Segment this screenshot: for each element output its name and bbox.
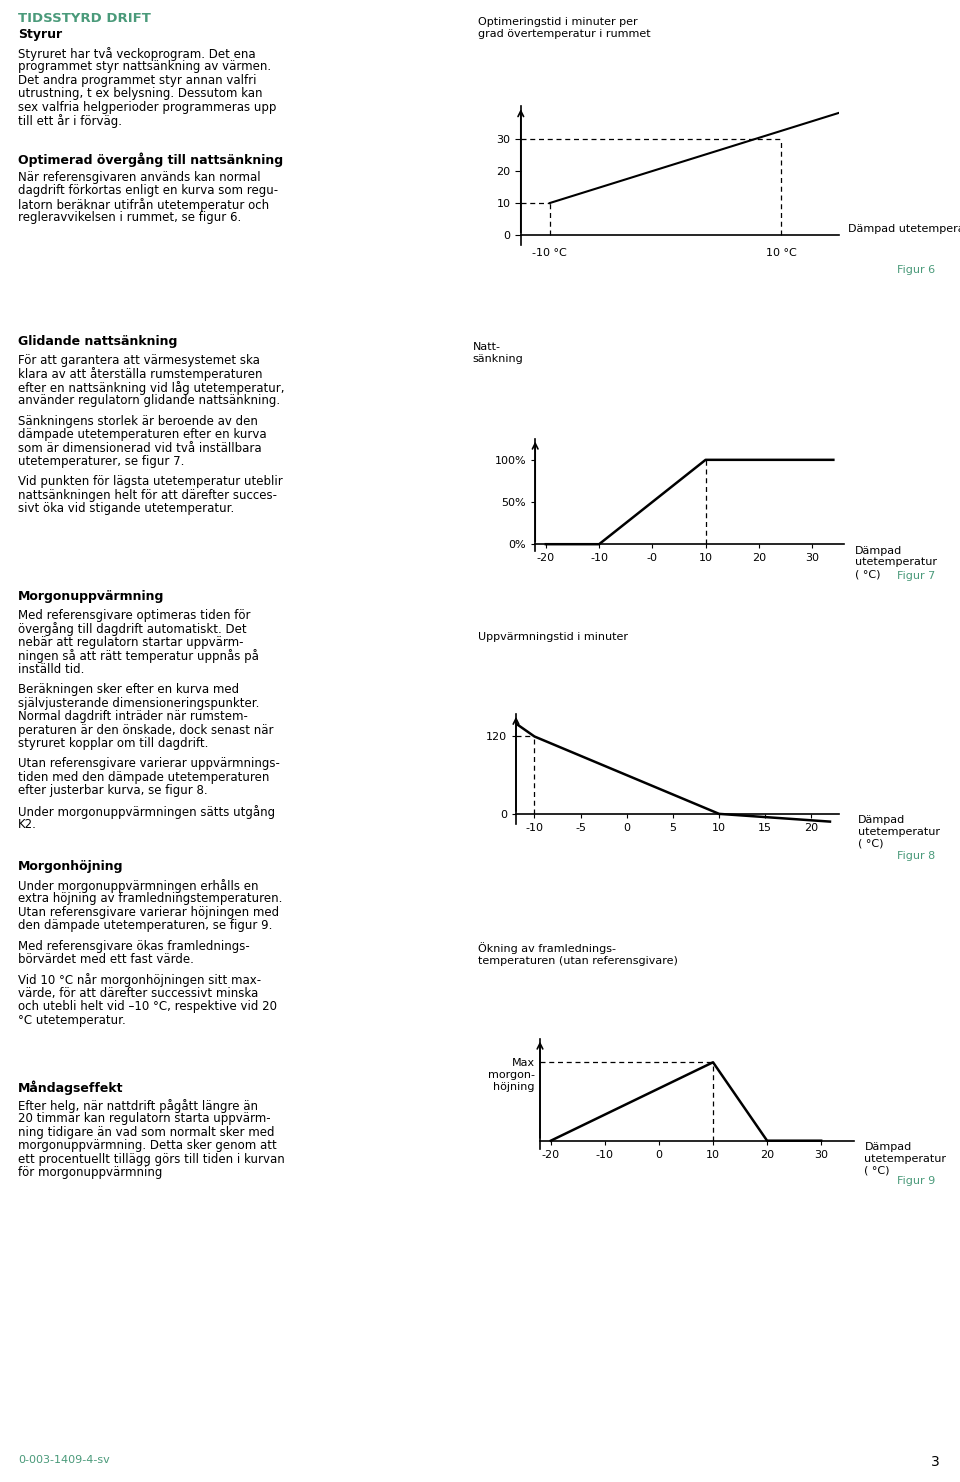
Text: dagdrift förkortas enligt en kurva som regu-: dagdrift förkortas enligt en kurva som r…	[18, 184, 278, 197]
Text: programmet styr nattsänkning av värmen.: programmet styr nattsänkning av värmen.	[18, 61, 271, 74]
Text: Morgonuppvärmning: Morgonuppvärmning	[18, 590, 164, 603]
Text: Optimerad övergång till nattsänkning: Optimerad övergång till nattsänkning	[18, 153, 283, 166]
Text: nebär att regulatorn startar uppvärm-: nebär att regulatorn startar uppvärm-	[18, 636, 244, 649]
Text: 0-003-1409-4-sv: 0-003-1409-4-sv	[18, 1455, 109, 1466]
Text: Styruret har två veckoprogram. Det ena: Styruret har två veckoprogram. Det ena	[18, 47, 255, 61]
Text: ett procentuellt tillägg görs till tiden i kurvan: ett procentuellt tillägg görs till tiden…	[18, 1153, 285, 1166]
Text: 3: 3	[931, 1455, 940, 1469]
Text: -10 °C: -10 °C	[533, 247, 567, 258]
Text: K2.: K2.	[18, 818, 36, 831]
Text: Med referensgivare ökas framlednings-: Med referensgivare ökas framlednings-	[18, 940, 250, 953]
Text: den dämpade utetemperaturen, se figur 9.: den dämpade utetemperaturen, se figur 9.	[18, 919, 273, 932]
Text: inställd tid.: inställd tid.	[18, 662, 84, 676]
Text: utetemperaturer, se figur 7.: utetemperaturer, se figur 7.	[18, 455, 184, 468]
Text: Vid 10 °C når morgonhöjningen sitt max-: Vid 10 °C når morgonhöjningen sitt max-	[18, 974, 261, 987]
Text: morgonuppvärmning. Detta sker genom att: morgonuppvärmning. Detta sker genom att	[18, 1140, 276, 1153]
Text: använder regulatorn glidande nattsänkning.: använder regulatorn glidande nattsänknin…	[18, 394, 280, 408]
Text: värde, för att därefter successivt minska: värde, för att därefter successivt minsk…	[18, 987, 258, 1000]
Text: Max
morgon-
höjning: Max morgon- höjning	[488, 1058, 535, 1092]
Text: Dämpad
utetemperatur
( °C): Dämpad utetemperatur ( °C)	[864, 1143, 947, 1175]
Text: °C utetemperatur.: °C utetemperatur.	[18, 1014, 126, 1027]
FancyBboxPatch shape	[461, 621, 948, 871]
Text: Måndagseffekt: Måndagseffekt	[18, 1080, 124, 1095]
FancyBboxPatch shape	[461, 6, 948, 286]
Text: efter en nattsänkning vid låg utetemperatur,: efter en nattsänkning vid låg utetempera…	[18, 381, 284, 394]
Text: Beräkningen sker efter en kurva med: Beräkningen sker efter en kurva med	[18, 683, 239, 697]
Text: Under morgonuppvärmningen erhålls en: Under morgonuppvärmningen erhålls en	[18, 879, 258, 892]
Text: styruret kopplar om till dagdrift.: styruret kopplar om till dagdrift.	[18, 737, 208, 750]
Text: Morgonhöjning: Morgonhöjning	[18, 860, 124, 873]
Text: Utan referensgivare varierar höjningen med: Utan referensgivare varierar höjningen m…	[18, 906, 279, 919]
Text: Det andra programmet styr annan valfri: Det andra programmet styr annan valfri	[18, 74, 256, 87]
Text: extra höjning av framledningstemperaturen.: extra höjning av framledningstemperature…	[18, 892, 282, 906]
Text: Figur 8: Figur 8	[897, 851, 935, 861]
Text: övergång till dagdrift automatiskt. Det: övergång till dagdrift automatiskt. Det	[18, 622, 247, 636]
Text: TIDSSTYRD DRIFT: TIDSSTYRD DRIFT	[18, 12, 151, 25]
Text: Ökning av framlednings-
temperaturen (utan referensgivare): Ökning av framlednings- temperaturen (ut…	[478, 943, 678, 966]
Text: sex valfria helgperioder programmeras upp: sex valfria helgperioder programmeras up…	[18, 101, 276, 114]
Text: Styrur: Styrur	[18, 28, 62, 41]
FancyBboxPatch shape	[461, 931, 948, 1197]
Text: För att garantera att värmesystemet ska: För att garantera att värmesystemet ska	[18, 354, 260, 368]
Text: sivt öka vid stigande utetemperatur.: sivt öka vid stigande utetemperatur.	[18, 502, 234, 516]
Text: latorn beräknar utifrån utetemperatur och: latorn beräknar utifrån utetemperatur oc…	[18, 199, 269, 212]
Text: efter justerbar kurva, se figur 8.: efter justerbar kurva, se figur 8.	[18, 784, 207, 797]
Text: Dämpad utetemperatur: Dämpad utetemperatur	[849, 224, 960, 234]
Text: regleravvikelsen i rummet, se figur 6.: regleravvikelsen i rummet, se figur 6.	[18, 212, 241, 224]
Text: Figur 7: Figur 7	[897, 571, 935, 581]
Text: tiden med den dämpade utetemperaturen: tiden med den dämpade utetemperaturen	[18, 771, 270, 784]
Text: Med referensgivare optimeras tiden för: Med referensgivare optimeras tiden för	[18, 609, 251, 622]
Text: När referensgivaren används kan normal: När referensgivaren används kan normal	[18, 170, 260, 184]
Text: Utan referensgivare varierar uppvärmnings-: Utan referensgivare varierar uppvärmning…	[18, 757, 280, 771]
Text: dämpade utetemperaturen efter en kurva: dämpade utetemperaturen efter en kurva	[18, 428, 267, 442]
Text: Efter helg, när nattdrift pågått längre än: Efter helg, när nattdrift pågått längre …	[18, 1098, 258, 1113]
Text: ningen så att rätt temperatur uppnås på: ningen så att rätt temperatur uppnås på	[18, 649, 259, 664]
Text: 20 timmar kan regulatorn starta uppvärm-: 20 timmar kan regulatorn starta uppvärm-	[18, 1113, 271, 1125]
Text: Under morgonuppvärmningen sätts utgång: Under morgonuppvärmningen sätts utgång	[18, 805, 276, 818]
Text: klara av att återställa rumstemperaturen: klara av att återställa rumstemperaturen	[18, 368, 262, 381]
Text: utrustning, t ex belysning. Dessutom kan: utrustning, t ex belysning. Dessutom kan	[18, 87, 262, 101]
Text: och utebli helt vid –10 °C, respektive vid 20: och utebli helt vid –10 °C, respektive v…	[18, 1000, 277, 1014]
Text: för morgonuppvärmning: för morgonuppvärmning	[18, 1166, 162, 1180]
Text: Vid punkten för lägsta utetemperatur uteblir: Vid punkten för lägsta utetemperatur ute…	[18, 476, 283, 489]
Text: självjusterande dimensioneringspunkter.: självjusterande dimensioneringspunkter.	[18, 697, 259, 710]
Text: ning tidigare än vad som normalt sker med: ning tidigare än vad som normalt sker me…	[18, 1126, 275, 1138]
Text: Figur 6: Figur 6	[897, 265, 935, 274]
Text: börvärdet med ett fast värde.: börvärdet med ett fast värde.	[18, 953, 194, 966]
Text: Figur 9: Figur 9	[897, 1175, 935, 1186]
Text: 10 °C: 10 °C	[766, 247, 797, 258]
FancyBboxPatch shape	[461, 330, 948, 591]
Text: som är dimensionerad vid två inställbara: som är dimensionerad vid två inställbara	[18, 442, 262, 455]
Text: peraturen är den önskade, dock senast när: peraturen är den önskade, dock senast nä…	[18, 723, 274, 737]
Text: nattsänkningen helt för att därefter succes-: nattsänkningen helt för att därefter suc…	[18, 489, 277, 502]
Text: Sänkningens storlek är beroende av den: Sänkningens storlek är beroende av den	[18, 415, 258, 428]
Text: Natt-
sänkning: Natt- sänkning	[472, 342, 523, 365]
Text: Dämpad
utetemperatur
( °C): Dämpad utetemperatur ( °C)	[854, 545, 937, 579]
Text: Optimeringstid i minuter per
grad övertemperatur i rummet: Optimeringstid i minuter per grad överte…	[478, 18, 650, 39]
Text: Glidande nattsänkning: Glidande nattsänkning	[18, 335, 178, 348]
Text: till ett år i förväg.: till ett år i förväg.	[18, 114, 122, 129]
Text: Uppvärmningstid i minuter: Uppvärmningstid i minuter	[478, 633, 628, 642]
Text: Dämpad
utetemperatur
( °C): Dämpad utetemperatur ( °C)	[857, 815, 940, 848]
Text: Normal dagdrift inträder när rumstem-: Normal dagdrift inträder när rumstem-	[18, 710, 248, 723]
